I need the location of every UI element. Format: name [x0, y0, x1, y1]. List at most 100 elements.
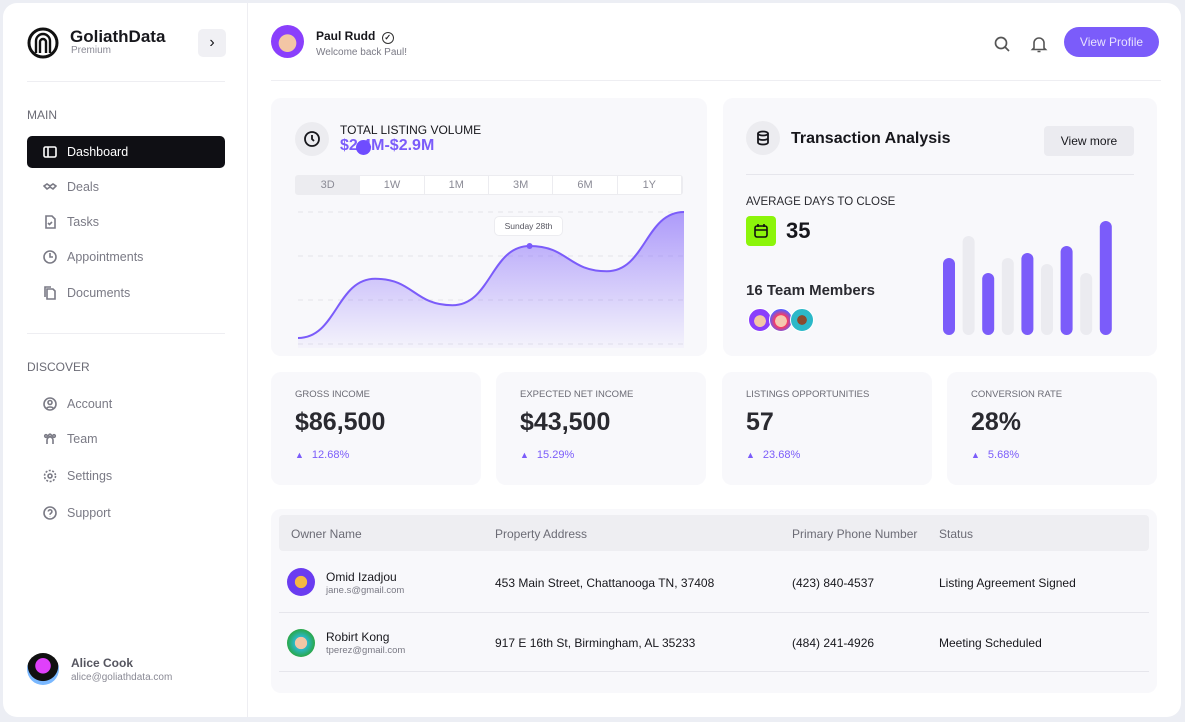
team-avatars[interactable] — [748, 308, 814, 332]
transaction-analysis-card: Transaction Analysis View more AVERAGE D… — [723, 98, 1157, 356]
property-address: 453 Main Street, Chattanooga TN, 37408 — [495, 576, 715, 590]
divider — [27, 333, 225, 334]
sidebar-item-label: Dashboard — [67, 145, 129, 159]
tab-1w[interactable]: 1W — [360, 176, 425, 194]
phone-number: (423) 840-4537 — [792, 576, 875, 590]
user-name: Alice Cook — [71, 655, 134, 670]
chevron-right-icon: › — [209, 34, 215, 51]
sidebar-item-dashboard[interactable]: Dashboard — [27, 136, 225, 168]
data-point[interactable] — [526, 243, 533, 250]
sidebar-item-documents[interactable]: Documents — [27, 277, 225, 309]
brand-name: GoliathData — [70, 27, 166, 46]
column-header-owner: Owner Name — [291, 527, 362, 541]
sidebar-item-label: Team — [67, 432, 98, 446]
status: Meeting Scheduled — [939, 636, 1042, 650]
avatar — [769, 308, 793, 332]
stat-label: LISTINGS OPPORTUNITIES — [746, 389, 870, 400]
avatar — [271, 25, 304, 58]
owner-email: jane.s@gmail.com — [326, 585, 405, 596]
stat-value: 28% — [971, 408, 1022, 436]
owner-email: tperez@gmail.com — [326, 645, 406, 656]
bar[interactable] — [1041, 264, 1053, 335]
bell-icon[interactable] — [1030, 35, 1048, 53]
stat-label: EXPECTED NET INCOME — [520, 389, 634, 400]
volume-title: TOTAL LISTING VOLUME — [340, 123, 482, 137]
stat-change: ▲ 15.29% — [520, 449, 574, 461]
clock-icon — [43, 250, 57, 264]
table-header: Owner Name Property Address Primary Phon… — [279, 515, 1149, 551]
stat-change: ▲ 5.68% — [971, 449, 1019, 461]
user-circle-icon — [43, 397, 57, 411]
tab-3d[interactable]: 3D — [296, 176, 361, 194]
stat-change-value: 15.29% — [536, 449, 575, 461]
tab-1y[interactable]: 1Y — [618, 176, 682, 194]
team-icon — [43, 433, 57, 444]
stat-change: ▲ 23.68% — [746, 449, 800, 461]
sidebar-item-account[interactable]: Account — [27, 388, 225, 420]
header-user-name: Paul Rudd ✓ — [316, 29, 394, 44]
bar[interactable] — [962, 236, 975, 335]
bar[interactable] — [1080, 273, 1093, 335]
stat-card: LISTINGS OPPORTUNITIES 57 ▲ 23.68% — [722, 372, 932, 485]
database-icon — [746, 121, 780, 155]
stat-label: GROSS INCOME — [295, 389, 370, 400]
bar[interactable] — [1001, 258, 1014, 335]
search-icon[interactable] — [993, 35, 1011, 53]
stat-value: $86,500 — [295, 408, 386, 436]
table-row[interactable]: Omid Izadjou jane.s@gmail.com 453 Main S… — [279, 555, 1149, 613]
sidebar-item-support[interactable]: Support — [27, 497, 225, 529]
property-address: 917 E 16th St, Birmingham, AL 35233 — [495, 636, 696, 650]
expand-sidebar-button[interactable]: › — [198, 29, 226, 57]
view-profile-button[interactable]: View Profile — [1064, 27, 1159, 57]
trend-up-icon: ▲ — [520, 450, 529, 460]
transaction-title: Transaction Analysis — [791, 130, 951, 147]
divider — [27, 81, 225, 82]
bar[interactable] — [1060, 246, 1073, 335]
bar[interactable] — [943, 258, 955, 335]
bar[interactable] — [1021, 253, 1034, 335]
sidebar-item-deals[interactable]: Deals — [27, 171, 225, 203]
area-fill — [298, 212, 684, 348]
bar[interactable] — [1099, 221, 1112, 335]
team-members-count: 16 Team Members — [746, 282, 875, 299]
divider — [746, 174, 1134, 175]
chart-tooltip: Sunday 28th — [493, 216, 564, 237]
column-header-phone: Primary Phone Number — [792, 527, 918, 541]
stat-label: CONVERSION RATE — [971, 389, 1063, 400]
tab-3m[interactable]: 3M — [489, 176, 554, 194]
view-more-button[interactable]: View more — [1044, 126, 1134, 156]
tab-1m[interactable]: 1M — [425, 176, 489, 194]
stat-change-value: 23.68% — [762, 449, 801, 461]
listing-volume-card: TOTAL LISTING VOLUME $2.4M-$2.9M 3D 1W 1M 3… — [271, 98, 707, 356]
sidebar-item-appointments[interactable]: Appointments — [27, 241, 225, 273]
stat-card: GROSS INCOME $86,500 ▲ 12.68% — [271, 372, 481, 485]
bar[interactable] — [982, 273, 995, 335]
section-discover-label: DISCOVER — [27, 360, 90, 374]
trend-up-icon: ▲ — [295, 450, 304, 460]
clock-icon — [295, 122, 329, 156]
sidebar-item-team[interactable]: Team — [27, 423, 225, 455]
tab-6m[interactable]: 6M — [553, 176, 618, 194]
sidebar-item-settings[interactable]: Settings — [27, 460, 225, 492]
brand-tier: Premium — [71, 45, 112, 56]
column-header-address: Property Address — [495, 527, 588, 541]
stat-change: ▲ 12.68% — [295, 449, 349, 461]
avatar — [27, 653, 59, 685]
section-main-label: MAIN — [27, 108, 57, 122]
time-range-tabs: 3D 1W 1M 3M 6M 1Y — [295, 175, 683, 195]
sidebar-item-tasks[interactable]: Tasks — [27, 206, 225, 238]
user-email: alice@goliathdata.com — [71, 671, 173, 683]
current-user[interactable]: Alice Cook alice@goliathdata.com — [27, 653, 172, 685]
cursor-dot — [356, 140, 371, 155]
top-header: Paul Rudd ✓ Welcome back Paul! View Prof… — [271, 25, 1161, 81]
stat-card: CONVERSION RATE 28% ▲ 5.68% — [947, 372, 1157, 485]
layout-icon — [43, 146, 57, 158]
owner-name: Robirt Kong — [326, 630, 390, 644]
avg-days-value: 35 — [786, 218, 811, 243]
goliathdata-logo — [27, 27, 59, 59]
area-line — [297, 211, 685, 339]
phone-number: (484) 241-4926 — [792, 636, 875, 650]
app-window: GoliathData Premium › MAIN Dashboard Dea… — [3, 3, 1181, 717]
table-row[interactable]: Robirt Kong tperez@gmail.com 917 E 16th … — [279, 614, 1149, 672]
stat-value: $43,500 — [520, 408, 611, 436]
